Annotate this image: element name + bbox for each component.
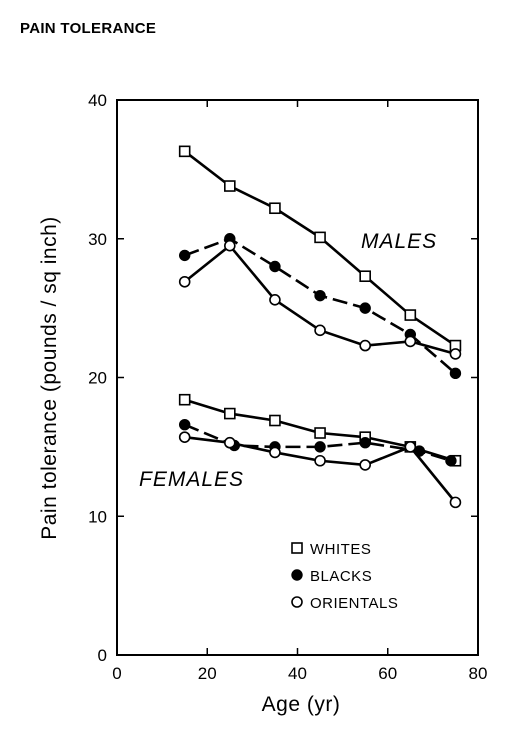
y-tick-label: 10: [88, 507, 107, 526]
x-tick-label: 0: [112, 664, 121, 683]
females-blacks-point: [359, 437, 371, 449]
males-orientals-point: [359, 339, 371, 352]
x-tick-label: 40: [288, 664, 307, 683]
females-blacks-point: [314, 441, 326, 453]
legend-label-orientals: ORIENTALS: [310, 595, 398, 612]
males-whites-point: [178, 145, 191, 158]
y-axis-label: Pain tolerance (pounds / sq inch): [38, 216, 61, 540]
females-orientals-point: [404, 441, 417, 453]
males-blacks-point: [359, 302, 371, 314]
page-title: PAIN TOLERANCE: [20, 20, 157, 37]
males-blacks-point: [269, 260, 281, 273]
females-group-label: FEMALES: [139, 468, 244, 491]
legend-marker-whites: [291, 542, 303, 554]
females-orientals-point: [269, 446, 281, 459]
legend-label-blacks: BLACKS: [310, 568, 372, 585]
males-orientals-point: [404, 335, 417, 348]
females-orientals-point: [178, 431, 191, 443]
y-tick-label: 30: [88, 230, 107, 249]
males-whites-point: [269, 202, 281, 215]
females-orientals-point: [314, 454, 326, 467]
x-tick-label: 80: [469, 664, 488, 683]
axes: 0 10 20 30 40 0 20 40 60 80: [88, 91, 487, 683]
males-orientals-point: [178, 275, 191, 288]
y-tick-label: 0: [98, 646, 107, 665]
males-whites-point: [224, 180, 236, 192]
legend-marker-blacks: [291, 569, 303, 581]
males-blacks-line: [184, 237, 457, 375]
males-whites-point: [404, 309, 417, 321]
females-orientals-point: [224, 436, 236, 449]
x-axis-label: Age (yr): [262, 693, 341, 716]
males-whites-point: [359, 270, 371, 283]
females-whites-point: [269, 414, 281, 427]
y-tick-label: 40: [88, 91, 107, 110]
legend: WHITES BLACKS ORIENTALS: [291, 541, 398, 612]
females-orientals-point: [359, 459, 371, 471]
females-whites-point: [178, 393, 191, 406]
males-blacks-point: [449, 367, 462, 380]
females-whites-point: [314, 427, 326, 439]
males-orientals-point: [314, 324, 326, 337]
x-tick-label: 20: [198, 664, 217, 683]
males-orientals-point: [269, 293, 281, 306]
males-blacks-point: [178, 249, 191, 262]
legend-label-whites: WHITES: [310, 541, 371, 558]
males-orientals-point: [224, 239, 236, 252]
y-tick-label: 20: [88, 369, 107, 388]
males-whites-point: [314, 231, 326, 244]
legend-marker-orientals: [291, 596, 303, 608]
males-orientals-point: [449, 348, 462, 360]
females-orientals-point: [449, 496, 462, 509]
data-markers: [178, 145, 462, 509]
females-blacks-point: [178, 418, 191, 431]
males-group-label: MALES: [361, 230, 437, 253]
females-blacks-point: [445, 455, 457, 467]
females-whites-point: [224, 407, 236, 420]
males-blacks-point: [314, 289, 326, 302]
x-tick-label: 60: [378, 664, 397, 683]
